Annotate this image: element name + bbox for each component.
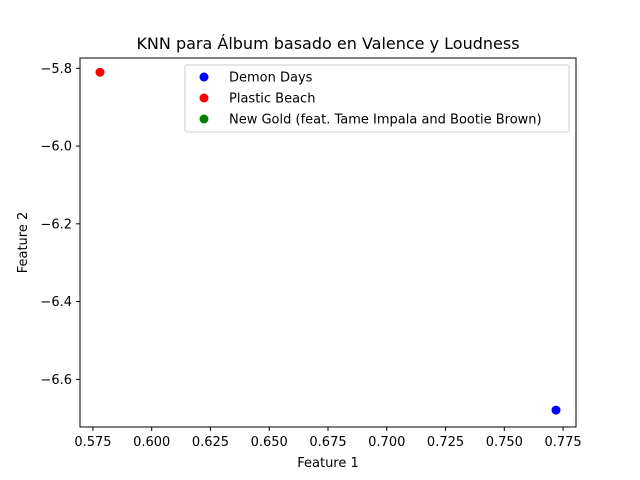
y-tick-label: −6.6	[40, 373, 72, 388]
y-axis-ticks: −5.8 −6.0 −6.2 −6.4 −6.6	[40, 62, 80, 388]
y-tick-label: −6.0	[40, 140, 72, 155]
x-tick-label: 0.625	[192, 435, 229, 450]
y-tick-label: −6.2	[40, 217, 72, 232]
legend-frame	[184, 64, 570, 133]
legend-label: Plastic Beach	[229, 92, 315, 107]
x-tick-label: 0.750	[486, 435, 523, 450]
y-axis-label: Feature 2	[16, 212, 31, 274]
y-tick-label: −6.4	[40, 295, 72, 310]
x-axis-ticks: 0.575 0.600 0.625 0.650 0.675 0.700 0.725 0.750…	[74, 427, 582, 450]
points-layer	[95, 67, 561, 415]
x-tick-label: 0.650	[251, 435, 288, 450]
legend-label: Demon Days	[229, 71, 313, 86]
legend-marker	[199, 72, 209, 82]
x-tick-label: 0.700	[368, 435, 405, 450]
legend-entries: Demon Days Plastic Beach New Gold (feat. T…	[199, 71, 542, 128]
legend-label: New Gold (feat. Tame Impala and Bootie B…	[229, 113, 542, 128]
data-point	[551, 405, 561, 415]
y-tick-label: −5.8	[40, 62, 72, 77]
data-point	[95, 67, 105, 77]
x-tick-label: 0.675	[309, 435, 346, 450]
x-tick-label: 0.600	[133, 435, 170, 450]
x-tick-label: 0.775	[544, 435, 581, 450]
x-tick-label: 0.725	[427, 435, 464, 450]
legend: Demon Days Plastic Beach New Gold (feat. T…	[184, 64, 570, 133]
x-tick-label: 0.575	[74, 435, 111, 450]
legend-marker	[199, 93, 209, 103]
x-axis-label: Feature 1	[297, 456, 359, 471]
legend-marker	[199, 114, 209, 124]
chart-title: KNN para Álbum basado en Valence y Loudn…	[136, 34, 519, 53]
